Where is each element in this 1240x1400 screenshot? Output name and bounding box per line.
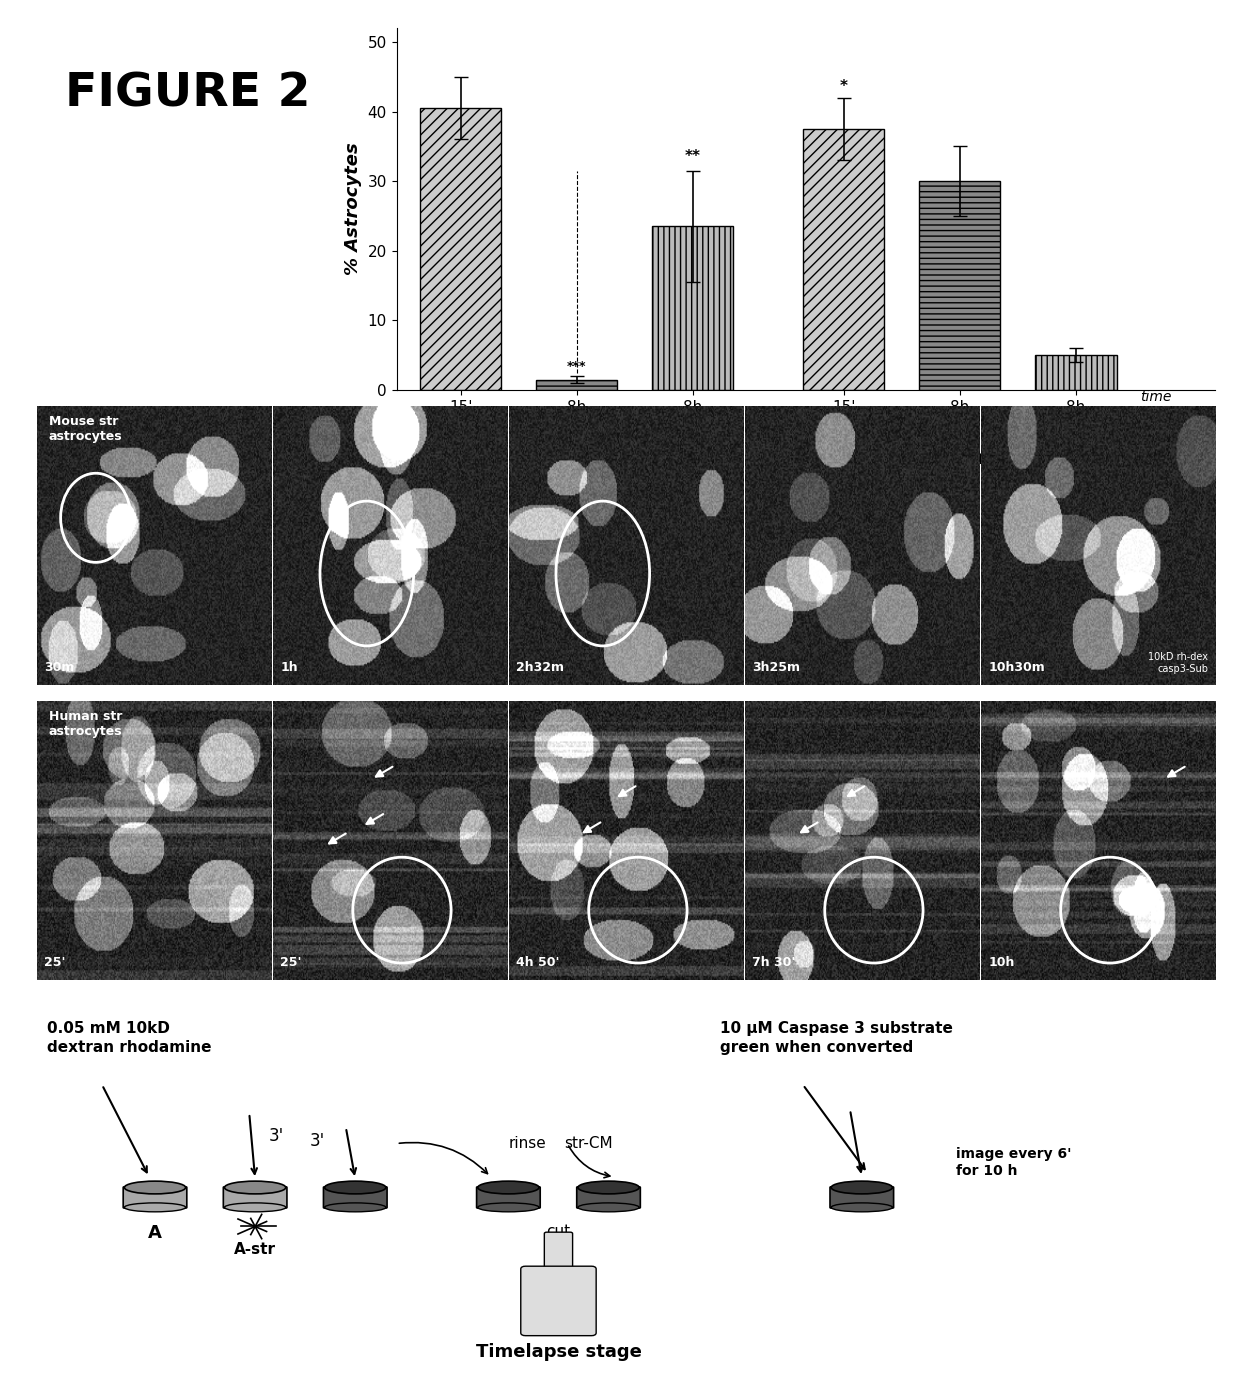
- Text: Human str
astrocytes: Human str astrocytes: [48, 710, 123, 738]
- FancyBboxPatch shape: [830, 1187, 894, 1208]
- FancyBboxPatch shape: [223, 1187, 286, 1208]
- Text: time: time: [1140, 391, 1171, 405]
- Ellipse shape: [578, 1203, 639, 1212]
- Text: ***: ***: [567, 360, 587, 372]
- Text: str-CM: str-CM: [564, 1135, 613, 1151]
- Text: 10h: 10h: [988, 956, 1014, 969]
- Text: 1h: 1h: [280, 661, 298, 673]
- Text: Timelapse stage: Timelapse stage: [475, 1344, 641, 1361]
- Text: Mouse: Mouse: [541, 449, 613, 468]
- Bar: [804, 129, 884, 391]
- Text: image every 6'
for 10 h: image every 6' for 10 h: [956, 1147, 1071, 1179]
- Ellipse shape: [831, 1203, 893, 1212]
- Ellipse shape: [325, 1182, 386, 1194]
- Text: 10h30m: 10h30m: [988, 661, 1045, 673]
- Ellipse shape: [124, 1182, 186, 1194]
- Text: 4h 50': 4h 50': [516, 956, 559, 969]
- Ellipse shape: [224, 1203, 285, 1212]
- Text: FIGURE 2: FIGURE 2: [64, 71, 310, 116]
- Text: rinse: rinse: [508, 1135, 547, 1151]
- Text: 3': 3': [269, 1127, 284, 1145]
- FancyBboxPatch shape: [324, 1187, 387, 1208]
- Text: 3': 3': [310, 1133, 325, 1151]
- Ellipse shape: [578, 1182, 639, 1194]
- Text: cut: cut: [547, 1225, 570, 1239]
- Ellipse shape: [124, 1203, 186, 1212]
- Text: **: **: [684, 148, 701, 164]
- Text: 10kD rh-dex
casp3-Sub: 10kD rh-dex casp3-Sub: [1148, 652, 1208, 673]
- Bar: [536, 379, 618, 391]
- Text: *: *: [839, 80, 848, 94]
- Text: 10 μM Caspase 3 substrate
green when converted: 10 μM Caspase 3 substrate green when con…: [720, 1021, 954, 1054]
- Text: A: A: [148, 1225, 162, 1242]
- FancyBboxPatch shape: [521, 1266, 596, 1336]
- Text: Human: Human: [921, 449, 998, 468]
- Bar: [420, 108, 501, 391]
- FancyBboxPatch shape: [476, 1187, 541, 1208]
- Text: 30m: 30m: [45, 661, 74, 673]
- Text: 2h32m: 2h32m: [516, 661, 564, 673]
- Text: 3h25m: 3h25m: [753, 661, 800, 673]
- Ellipse shape: [224, 1182, 285, 1194]
- Text: 7h 30': 7h 30': [753, 956, 796, 969]
- Text: 0.05 mM 10kD
dextran rhodamine: 0.05 mM 10kD dextran rhodamine: [47, 1021, 211, 1054]
- Y-axis label: % Astrocytes: % Astrocytes: [343, 143, 362, 276]
- Text: 25': 25': [280, 956, 301, 969]
- Bar: [652, 227, 733, 391]
- Ellipse shape: [325, 1203, 386, 1212]
- FancyBboxPatch shape: [123, 1187, 187, 1208]
- Text: 25': 25': [45, 956, 66, 969]
- Bar: [919, 181, 1001, 391]
- Ellipse shape: [831, 1182, 893, 1194]
- FancyBboxPatch shape: [577, 1187, 640, 1208]
- Ellipse shape: [477, 1182, 539, 1194]
- Ellipse shape: [477, 1203, 539, 1212]
- FancyBboxPatch shape: [544, 1232, 573, 1274]
- Text: A-str: A-str: [234, 1242, 277, 1257]
- Bar: [1035, 356, 1116, 391]
- Text: Mouse str
astrocytes: Mouse str astrocytes: [48, 414, 123, 442]
